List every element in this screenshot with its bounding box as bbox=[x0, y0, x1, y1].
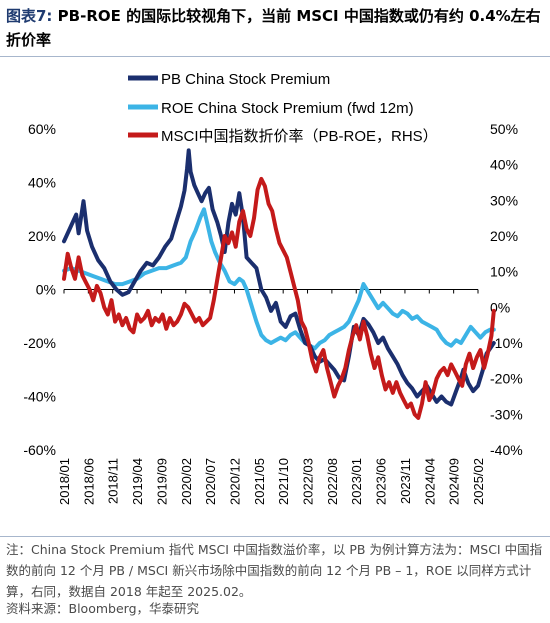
y-left-tick-label: 40% bbox=[28, 175, 56, 191]
figure-label: 图表7: bbox=[6, 7, 53, 25]
bottom-divider bbox=[0, 536, 550, 537]
x-tick-label: 2018/01 bbox=[57, 458, 72, 505]
x-tick-label: 2024/09 bbox=[447, 458, 462, 505]
top-divider bbox=[0, 56, 550, 57]
x-tick-label: 2021/05 bbox=[252, 458, 267, 505]
y-left-tick-label: -20% bbox=[23, 335, 56, 351]
x-tick-label: 2024/04 bbox=[422, 458, 437, 505]
y-left-tick-label: -60% bbox=[23, 442, 56, 458]
x-tick-label: 2020/02 bbox=[179, 458, 194, 505]
x-tick-label: 2023/11 bbox=[398, 458, 413, 504]
x-tick-label: 2019/09 bbox=[154, 458, 169, 505]
y-left-tick-label: 60% bbox=[28, 121, 56, 137]
y-right-tick-label: 50% bbox=[490, 121, 518, 137]
x-tick-label: 2019/04 bbox=[130, 458, 145, 505]
legend-label-roe: ROE China Stock Premium (fwd 12m) bbox=[161, 100, 414, 117]
legend-label-pb: PB China Stock Premium bbox=[161, 71, 330, 88]
series-line-roe bbox=[62, 207, 496, 351]
series-lines bbox=[62, 148, 496, 420]
y-left-tick-label: 0% bbox=[36, 282, 56, 298]
chart: PB China Stock Premium ROE China Stock Pr… bbox=[23, 71, 523, 505]
y-right-tick-label: 20% bbox=[490, 228, 518, 244]
x-tick-label: 2020/12 bbox=[227, 458, 242, 505]
series-line-discount bbox=[62, 176, 496, 420]
figure-title-text: PB-ROE 的国际比较视角下，当前 MSCI 中国指数或仍有约 0.4%左右折… bbox=[6, 7, 541, 49]
chart-source: 资料来源：Bloomberg，华泰研究 bbox=[6, 601, 199, 616]
y-axis-right: -40%-30%-20%-10%0%10%20%30%40%50% bbox=[490, 121, 523, 458]
x-tick-label: 2025/02 bbox=[471, 458, 486, 505]
legend-label-discount: MSCI中国指数折价率（PB-ROE，RHS） bbox=[161, 128, 438, 145]
x-tick-label: 2022/08 bbox=[325, 458, 340, 505]
y-right-tick-label: -40% bbox=[490, 442, 523, 458]
y-right-tick-label: -10% bbox=[490, 335, 523, 351]
x-axis: 2018/01 2018/06 2018/11 2019/04 2019/09 2020/… bbox=[57, 289, 486, 505]
y-right-tick-label: 30% bbox=[490, 192, 518, 208]
y-left-tick-label: 20% bbox=[28, 228, 56, 244]
y-right-tick-label: -20% bbox=[490, 371, 523, 387]
y-right-tick-label: -30% bbox=[490, 406, 523, 422]
y-axis-left: -60% -40% -20% 0% 20% 40% 60% bbox=[23, 121, 56, 458]
x-tick-label: 2023/01 bbox=[349, 458, 364, 505]
x-tick-label: 2023/06 bbox=[374, 458, 389, 505]
chart-note: 注：China Stock Premium 指代 MSCI 中国指数溢价率，以 … bbox=[6, 542, 543, 599]
x-tick-label: 2021/10 bbox=[276, 458, 291, 505]
series-line-pb bbox=[62, 148, 496, 407]
x-tick-label: 2020/07 bbox=[203, 458, 218, 505]
x-tick-label: 2022/03 bbox=[301, 458, 316, 505]
y-left-tick-label: -40% bbox=[23, 389, 56, 405]
x-tick-label: 2018/06 bbox=[81, 458, 96, 505]
legend: PB China Stock Premium ROE China Stock Pr… bbox=[128, 71, 438, 145]
y-right-tick-label: 10% bbox=[490, 264, 518, 280]
y-right-tick-label: 40% bbox=[490, 157, 518, 173]
x-tick-label: 2018/11 bbox=[106, 458, 121, 504]
chart-title: 图表7: PB-ROE 的国际比较视角下，当前 MSCI 中国指数或仍有约 0.… bbox=[6, 4, 546, 52]
